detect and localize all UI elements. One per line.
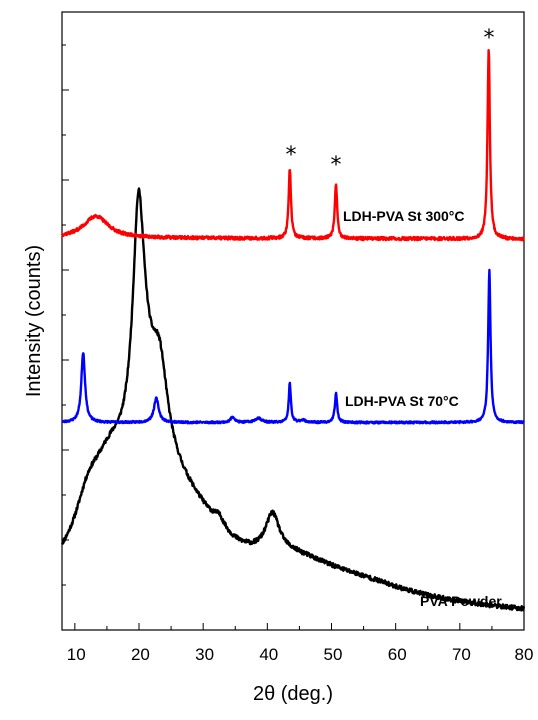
x-tick-label: 50 bbox=[324, 645, 343, 664]
x-tick-label: 40 bbox=[259, 645, 278, 664]
x-tick-label: 10 bbox=[67, 645, 86, 664]
x-tick-label: 20 bbox=[131, 645, 150, 664]
series-label-pva: PVA Powder bbox=[420, 593, 502, 609]
series-label-300: LDH-PVA St 300°C bbox=[343, 208, 465, 224]
y-axis-title: Intensity (counts) bbox=[23, 245, 45, 397]
series-group bbox=[60, 49, 526, 612]
x-tick-label: 60 bbox=[388, 645, 407, 664]
x-axis-title: 2θ (deg.) bbox=[253, 683, 333, 705]
x-tick-label: 70 bbox=[452, 645, 471, 664]
series-line-ldh-pva-st-70c bbox=[61, 268, 525, 425]
x-tick-label: 30 bbox=[195, 645, 214, 664]
series-label-70: LDH-PVA St 70°C bbox=[345, 393, 459, 409]
peak-marker: * bbox=[331, 153, 342, 178]
series-line-ldh-pva-st-300c bbox=[60, 49, 525, 242]
peak-marker: * bbox=[484, 26, 495, 51]
plot-frame bbox=[61, 11, 525, 631]
x-tick-label: 80 bbox=[515, 645, 534, 664]
series-line-pva-powder bbox=[60, 187, 526, 612]
peak-marker: * bbox=[286, 143, 297, 168]
